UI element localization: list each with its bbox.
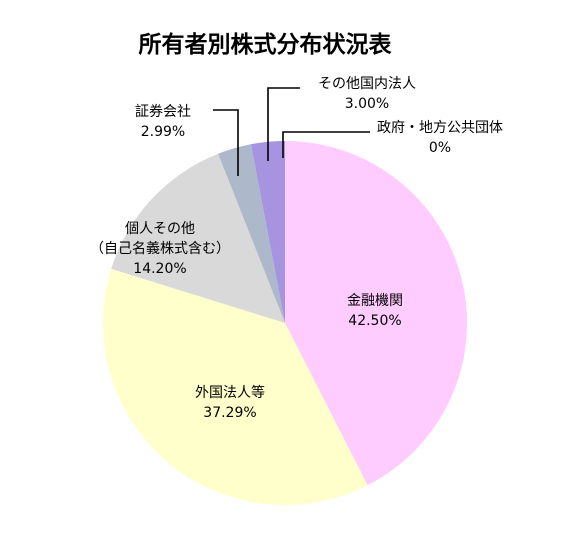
pie-slice-1	[103, 268, 368, 506]
slice-label-2-label: 個人その他	[125, 221, 195, 237]
pie-slice-4	[250, 141, 285, 323]
leader-line-5	[282, 131, 370, 158]
slice-label-4-value-label: 3.00%	[345, 96, 389, 112]
pie-slice-3	[218, 144, 285, 323]
pie-slice-0	[285, 141, 467, 486]
leader-lines	[213, 87, 370, 176]
leader-line-4	[267, 87, 300, 161]
chart-title: 所有者別株式分布状況表	[139, 31, 393, 58]
slice-label-4-label: その他国内法人	[318, 76, 416, 92]
slice-label-5-label: 政府・地方公共団体	[377, 120, 503, 136]
leader-line-3	[213, 109, 239, 176]
slice-label-2-value-label: 14.20%	[133, 261, 186, 277]
pie-slice-2	[111, 153, 285, 323]
slice-label-1-label: 外国法人等	[195, 384, 265, 401]
slice-label-0-value-label: 42.50%	[348, 313, 401, 329]
slice-labels: 金融機関 42.50% 外国法人等 37.29% 個人その他 （自己名義株式含む） 14.2…	[90, 76, 503, 421]
slice-label-1-value-label: 37.29%	[203, 405, 256, 421]
slice-label-3-value-label: 2.99%	[141, 124, 185, 140]
slice-label-5-value-label: 0%	[429, 140, 451, 156]
slice-label-3-label: 証券会社	[135, 104, 191, 120]
pie-slices	[103, 141, 467, 506]
slice-label-0-label: 金融機関	[347, 293, 403, 309]
slice-label-2-label2: （自己名義株式含む）	[90, 240, 230, 257]
